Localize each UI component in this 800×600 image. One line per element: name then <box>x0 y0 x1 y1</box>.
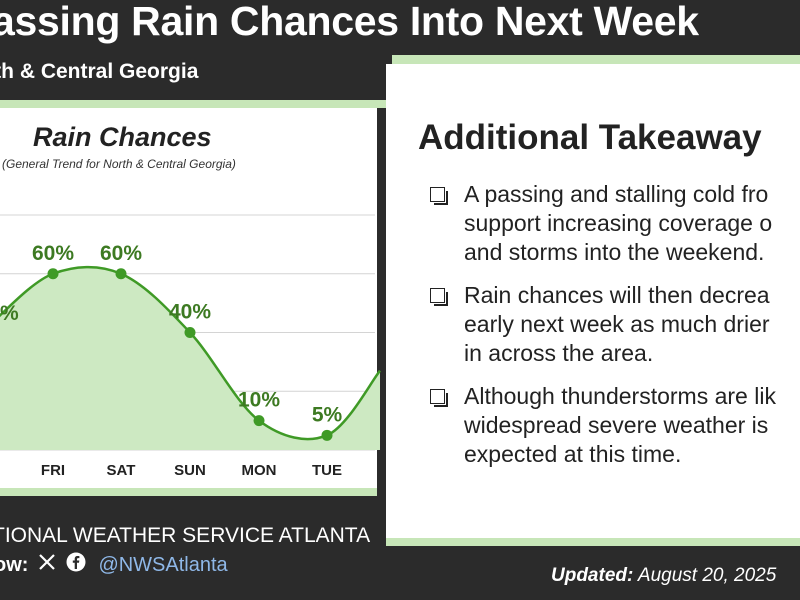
checkbox-icon <box>430 187 448 205</box>
x-tick-label: SUN <box>174 462 206 479</box>
data-point <box>253 415 265 427</box>
data-label: 60% <box>32 242 74 265</box>
takeaway-title: Additional Takeaway <box>418 118 762 157</box>
updated-date: August 20, 2025 <box>637 565 777 586</box>
footer-follow: ow: @NWSAtlanta <box>0 552 228 578</box>
takeaway-item: Rain chances will then decrea early next… <box>428 281 800 368</box>
data-point <box>115 268 127 280</box>
takeaway-line: widespread severe weather is <box>464 412 769 438</box>
takeaway-line: in across the area. <box>464 340 654 366</box>
x-tick-label: MON <box>242 462 277 479</box>
data-label: 5% <box>312 403 343 426</box>
follow-label: ow: <box>0 553 29 576</box>
header-accent-strip <box>0 100 386 108</box>
page-title: assing Rain Chances Into Next Week <box>0 0 699 44</box>
data-label: 40% <box>169 301 211 324</box>
data-point <box>321 429 333 441</box>
page-subtitle: rth & Central Georgia <box>0 60 199 83</box>
data-label: 60% <box>100 242 142 265</box>
takeaway-line: Rain chances will then decrea <box>464 282 770 308</box>
takeaway-item: A passing and stalling cold fro support … <box>428 180 800 267</box>
social-handle-link[interactable]: @NWSAtlanta <box>98 553 228 576</box>
footer-org-name: TIONAL WEATHER SERVICE ATLANTA <box>0 524 371 547</box>
facebook-icon[interactable] <box>66 552 86 578</box>
chart-area-fill <box>0 267 380 450</box>
chart-subtitle: (General Trend for North & Central Georg… <box>2 157 236 171</box>
takeaway-item: Although thunderstorms are lik widesprea… <box>428 382 800 469</box>
x-tick-label: FRI <box>41 462 65 479</box>
chart-title: Rain Chances <box>33 122 212 152</box>
takeaway-list: A passing and stalling cold fro support … <box>428 180 800 483</box>
takeaway-card <box>386 64 800 538</box>
checkbox-icon <box>430 389 448 407</box>
x-icon[interactable] <box>38 553 56 577</box>
data-point <box>47 268 59 280</box>
x-tick-label: TUE <box>312 462 342 479</box>
data-label: 10% <box>238 389 280 412</box>
takeaway-accent-strip <box>392 55 800 64</box>
data-point <box>184 327 196 338</box>
checkbox-icon <box>430 288 448 306</box>
updated-label: Updated: <box>551 565 634 586</box>
chart-bottom-strip <box>0 488 377 496</box>
data-label-partial: % <box>0 302 19 325</box>
x-tick-label: SAT <box>107 462 136 479</box>
takeaway-line: expected at this time. <box>464 441 682 467</box>
updated-stamp: Updated: August 20, 2025 <box>551 565 776 587</box>
takeaway-line: and storms into the weekend. <box>464 239 765 265</box>
takeaway-line: early next week as much drier <box>464 311 770 337</box>
takeaway-line: support increasing coverage o <box>464 210 773 236</box>
takeaway-bottom-strip <box>386 538 800 546</box>
takeaway-line: Although thunderstorms are lik <box>464 383 776 409</box>
takeaway-line: A passing and stalling cold fro <box>464 181 769 207</box>
